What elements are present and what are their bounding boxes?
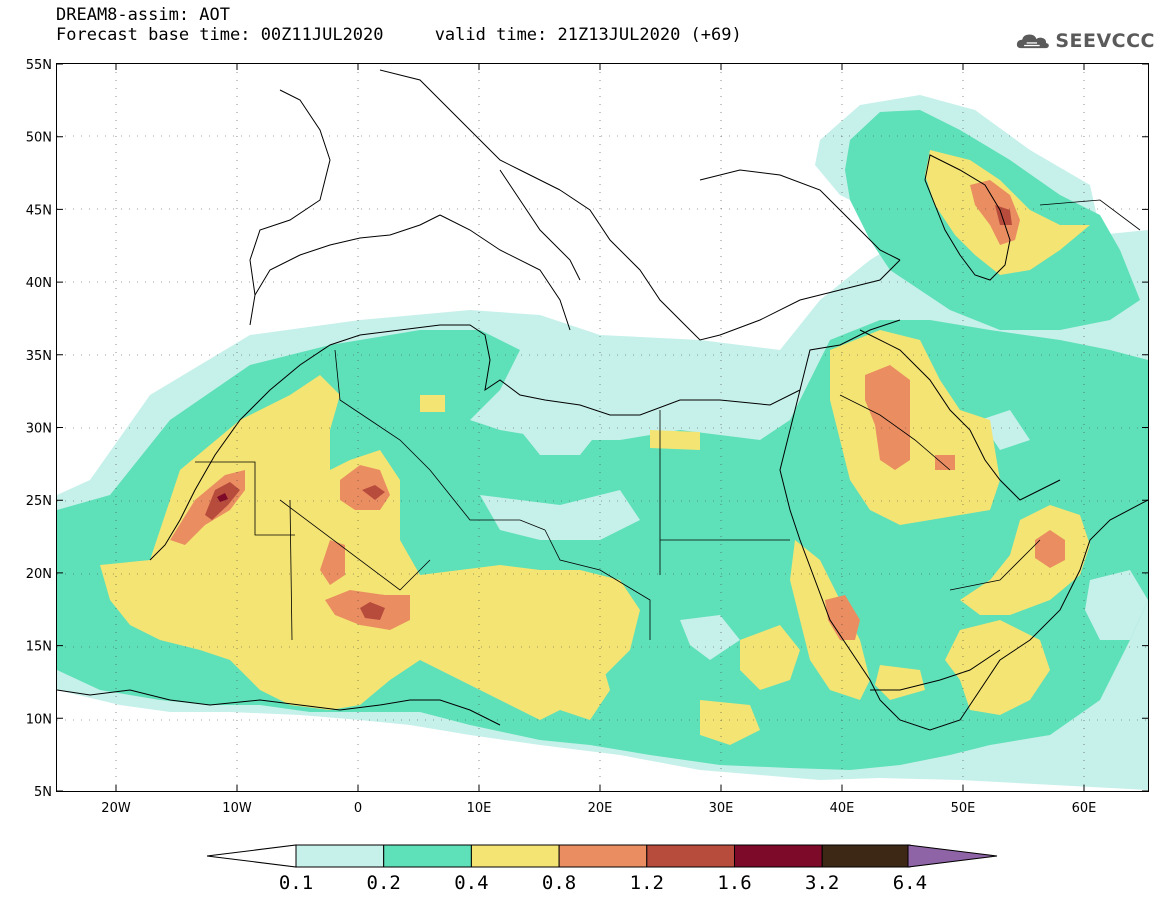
colorbar-label: 0.2 [366, 872, 401, 894]
colorbar-label: 1.2 [629, 872, 664, 894]
colorbar-box [295, 844, 385, 868]
lat-label-25N: 25N [26, 494, 52, 509]
lon-label-10W: 10W [222, 801, 252, 816]
lon-label-50E: 50E [951, 801, 976, 816]
lon-label-40E: 40E [830, 801, 855, 816]
lat-label-15N: 15N [26, 640, 52, 655]
chart-title: DREAM8-assim: AOT [56, 5, 230, 25]
seevccc-logo: SEEVCCC [1015, 24, 1155, 58]
logo-text: SEEVCCC [1055, 30, 1155, 52]
lat-label-50N: 50N [26, 131, 52, 146]
colorbar-label: 6.4 [892, 872, 928, 894]
lon-label-20W: 20W [101, 801, 131, 816]
colorbar-box [821, 844, 911, 868]
aot-band-0.4 [100, 150, 1090, 745]
coastlines [57, 69, 1148, 731]
lon-label-30E: 30E [709, 801, 734, 816]
lon-label-20E: 20E [588, 801, 613, 816]
lat-label-30N: 30N [26, 422, 52, 437]
latitude-labels: 55N 50N 45N 40N 35N 30N 25N 20N 15N 10N 5N [26, 58, 52, 800]
lon-label-10E: 10E [467, 801, 492, 816]
colorbar-box [734, 844, 823, 868]
lat-label-20N: 20N [26, 567, 52, 582]
lat-label-35N: 35N [26, 349, 52, 364]
cloud-logo-icon [1016, 34, 1049, 49]
map-frame [56, 63, 1149, 792]
colorbar-box [470, 844, 560, 868]
lat-label-45N: 45N [26, 203, 52, 218]
borders [195, 199, 1141, 641]
colorbar-label: 0.1 [278, 872, 314, 894]
colorbar [206, 844, 998, 868]
colorbar-high-arrow [907, 844, 998, 868]
aot-band-1.6 [217, 493, 228, 502]
colorbar-label: 1.6 [717, 872, 752, 894]
lon-label-0: 0 [354, 801, 362, 816]
axis-ticks [57, 63, 1148, 792]
colorbar-box [383, 844, 472, 868]
aot-band-1.2 [205, 205, 1012, 620]
lon-label-60E: 60E [1072, 801, 1097, 816]
forecast-times: Forecast base time: 00Z11JUL2020 valid t… [56, 25, 742, 45]
longitude-labels: 20W 10W 0 10E 20E 30E 40E 50E 60E [101, 801, 1096, 816]
colorbar-label: 3.2 [805, 872, 840, 894]
colorbar-label: 0.4 [454, 872, 489, 894]
colorbar-box [646, 844, 735, 868]
lat-label-5N: 5N [34, 785, 52, 800]
lat-label-40N: 40N [26, 276, 52, 291]
colorbar-low-arrow [206, 844, 297, 868]
aot-band-0.1-inner [480, 410, 1148, 660]
colorbar-box [558, 844, 648, 868]
aot-band-0.8 [170, 180, 1065, 640]
colorbar-label: 0.8 [541, 872, 577, 894]
lat-label-55N: 55N [26, 58, 52, 73]
aot-field [57, 64, 1148, 791]
lat-label-10N: 10N [26, 712, 52, 727]
